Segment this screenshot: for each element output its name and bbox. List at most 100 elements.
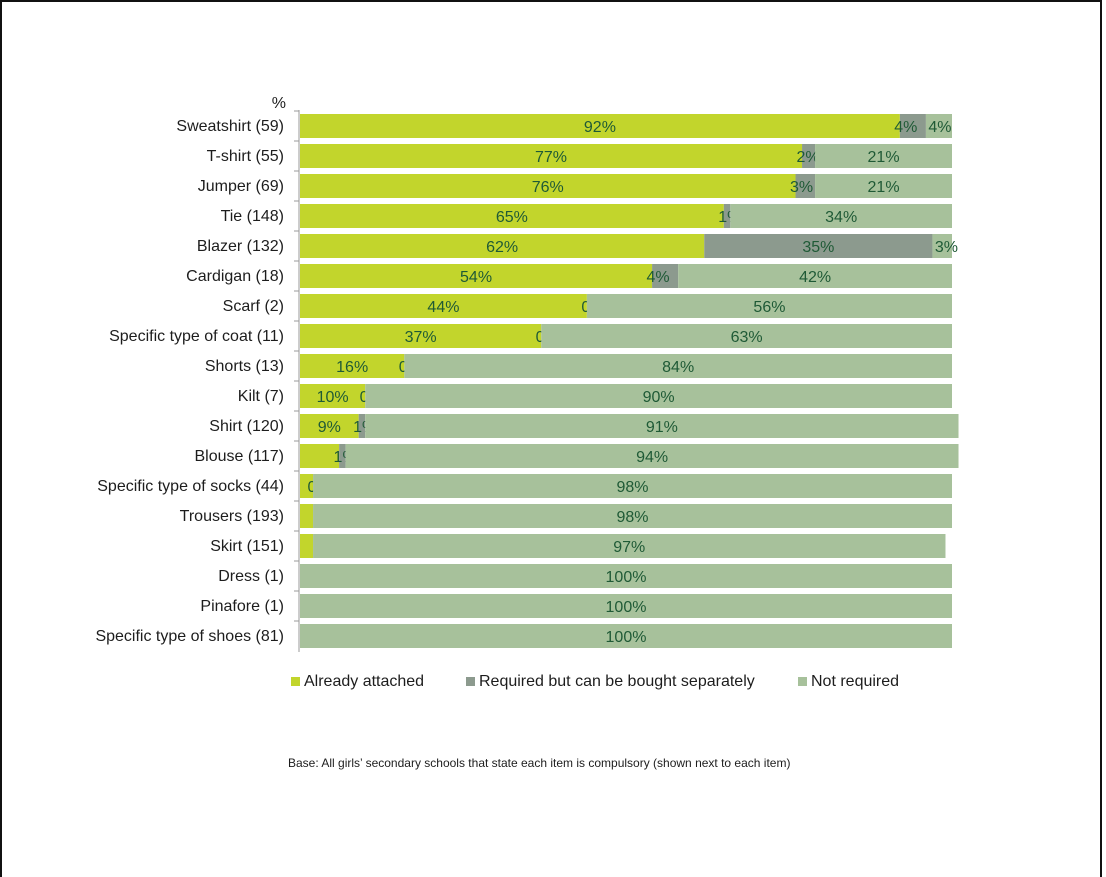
data-label: 76% [532, 179, 564, 196]
bar-segment-already-attached [300, 504, 314, 528]
bar-segment-already-attached [300, 264, 653, 288]
data-label: 4% [894, 119, 917, 136]
base-footnote: Base: All girls’ secondary schools that … [288, 756, 791, 770]
bar-segment-required-but-can-be-bought-separately [704, 234, 933, 258]
legend-label: Already attached [304, 673, 424, 690]
bar-segment-required-but-can-be-bought-separately [339, 444, 346, 468]
category-label: Pinafore (1) [200, 598, 284, 615]
category-label: Trousers (193) [180, 508, 284, 525]
bar-segment-required-but-can-be-bought-separately [802, 144, 816, 168]
bar-segment-not-required [586, 294, 952, 318]
bar-segment-already-attached [300, 174, 796, 198]
bar-segment-not-required [300, 624, 952, 648]
legend-swatch [466, 677, 475, 686]
category-label: T-shirt (55) [207, 148, 284, 165]
bar-segment-already-attached [300, 534, 314, 558]
bar-segment-already-attached [300, 474, 314, 498]
bar-segment-not-required [345, 444, 959, 468]
data-label: 92% [584, 119, 616, 136]
data-label: 3% [935, 239, 958, 256]
data-label: 54% [460, 269, 492, 286]
bar-segment-not-required [300, 564, 952, 588]
data-label: 90% [643, 389, 675, 406]
bar-segment-not-required [365, 384, 952, 408]
category-label: Sweatshirt (59) [176, 118, 284, 135]
data-label: 37% [405, 329, 437, 346]
bar-segment-already-attached [300, 294, 587, 318]
bar-segment-not-required [313, 504, 952, 528]
category-label: Blazer (132) [197, 238, 284, 255]
category-label: Shorts (13) [205, 358, 284, 375]
category-label: Blouse (117) [194, 448, 284, 465]
bar-segment-already-attached [300, 324, 542, 348]
category-label: Specific type of coat (11) [109, 328, 284, 345]
legend-swatch [291, 677, 300, 686]
data-label: 77% [535, 149, 567, 166]
bar-segment-not-required [404, 354, 952, 378]
data-label: 10% [317, 389, 349, 406]
data-label: 100% [606, 629, 647, 646]
bar-segment-already-attached [300, 414, 359, 438]
bar-segment-required-but-can-be-bought-separately [652, 264, 679, 288]
data-label: 42% [799, 269, 831, 286]
category-label: Dress (1) [218, 568, 284, 585]
bar-segment-already-attached [300, 234, 705, 258]
data-label: 91% [646, 419, 678, 436]
legend-swatch [798, 677, 807, 686]
data-label: 21% [868, 179, 900, 196]
category-label: Jumper (69) [198, 178, 284, 195]
category-label: Specific type of shoes (81) [95, 628, 284, 645]
bar-segment-not-required [932, 234, 952, 258]
legend-label: Not required [811, 673, 899, 690]
axis-unit-label: % [272, 95, 286, 112]
bar-segment-already-attached [300, 384, 366, 408]
bar-segment-not-required [313, 474, 952, 498]
data-label: 97% [613, 539, 645, 556]
bar-segment-not-required [365, 414, 959, 438]
data-label: 65% [496, 209, 528, 226]
bar-segment-not-required [815, 144, 952, 168]
category-label: Specific type of socks (44) [97, 478, 284, 495]
data-label: 62% [486, 239, 518, 256]
data-label: 2% [796, 149, 819, 166]
data-label: 100% [606, 599, 647, 616]
data-label: 44% [427, 299, 459, 316]
bar-segment-not-required [730, 204, 952, 228]
data-label: 100% [606, 569, 647, 586]
bar-segment-required-but-can-be-bought-separately [358, 414, 366, 438]
category-label: Kilt (7) [238, 388, 284, 405]
data-label: 98% [617, 479, 649, 496]
data-label: 98% [617, 509, 649, 526]
data-label: 3% [790, 179, 813, 196]
bar-segment-required-but-can-be-bought-separately [723, 204, 731, 228]
data-label: 35% [802, 239, 834, 256]
data-label: 9% [318, 419, 341, 436]
data-label: 56% [753, 299, 785, 316]
bar-segment-already-attached [300, 354, 405, 378]
category-label: Scarf (2) [223, 298, 284, 315]
category-label: Cardigan (18) [186, 268, 284, 285]
bar-segment-required-but-can-be-bought-separately [899, 114, 926, 138]
data-label: 84% [662, 359, 694, 376]
data-label: 4% [928, 119, 951, 136]
category-label: Skirt (151) [210, 538, 284, 555]
bar-segment-not-required [815, 174, 952, 198]
bar-segment-already-attached [300, 144, 803, 168]
data-label: 21% [868, 149, 900, 166]
data-label: 34% [825, 209, 857, 226]
category-label: Tie (148) [221, 208, 284, 225]
bar-segment-not-required [678, 264, 952, 288]
bar-segment-not-required [313, 534, 946, 558]
data-label: 94% [636, 449, 668, 466]
data-label: 63% [731, 329, 763, 346]
bar-segment-already-attached [300, 204, 724, 228]
bar-segment-not-required [300, 594, 952, 618]
bar-segment-already-attached [300, 444, 340, 468]
bar-segment-not-required [925, 114, 952, 138]
bar-segment-already-attached [300, 114, 900, 138]
data-label: 4% [647, 269, 670, 286]
bar-segment-required-but-can-be-bought-separately [795, 174, 816, 198]
data-label: 16% [336, 359, 368, 376]
